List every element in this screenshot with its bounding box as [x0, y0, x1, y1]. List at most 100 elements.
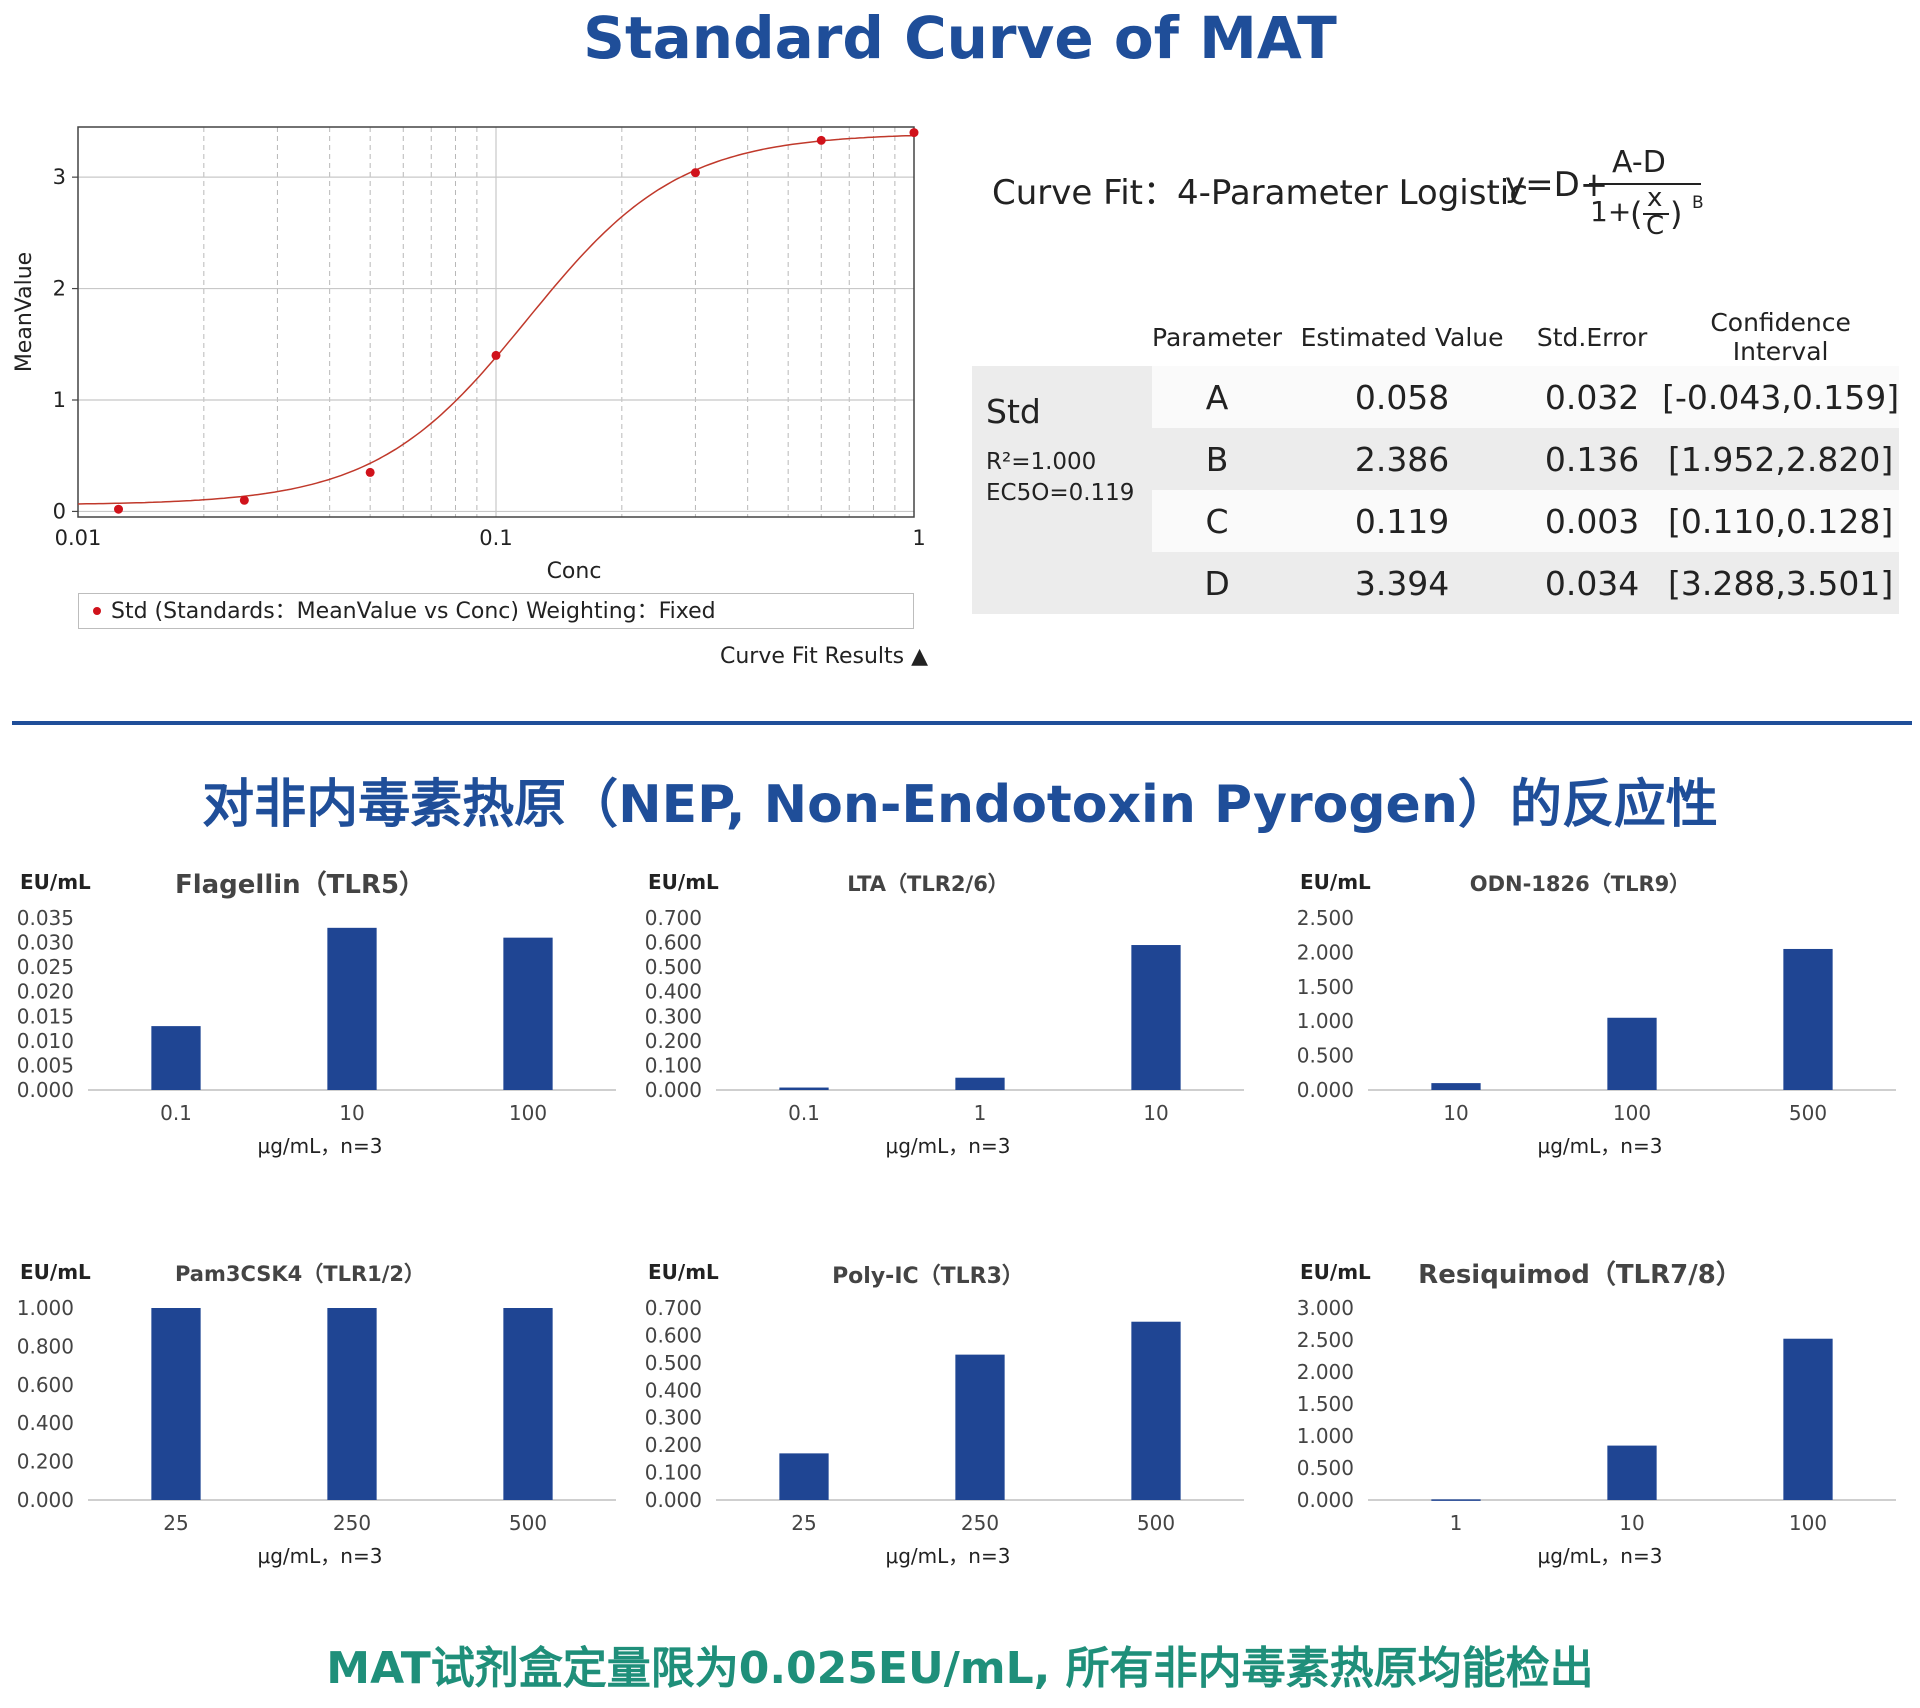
- x-tick-label: 10: [1619, 1511, 1644, 1535]
- y-tick-label: 0.030: [17, 931, 74, 955]
- param-name: C: [1152, 490, 1283, 552]
- bar-chart-title: Resiquimod（TLR7/8）: [1418, 1260, 1742, 1290]
- y-tick-label: 0.025: [17, 955, 74, 979]
- curve-legend: Std (Standards：MeanValue vs Conc) Weight…: [78, 593, 914, 629]
- formula-x: x: [1647, 183, 1663, 213]
- section-title: 对非内毒素热原（NEP, Non-Endotoxin Pyrogen）的反应性: [202, 775, 1718, 835]
- ec50: EC5O=0.119: [986, 480, 1135, 506]
- x-tick-label: 0.01: [55, 526, 102, 550]
- y-tick-label: 0.000: [1297, 1488, 1354, 1512]
- x-tick-label: 1: [1450, 1511, 1463, 1535]
- x-tick-label: 500: [509, 1511, 547, 1535]
- y-tick-label: 0.300: [645, 1004, 702, 1028]
- bar-chart-title: Flagellin（TLR5）: [174, 870, 426, 900]
- curve-fit-results-link[interactable]: Curve Fit Results ▲: [720, 644, 929, 669]
- bar: [1783, 1338, 1833, 1500]
- y-tick-label: 0.600: [645, 931, 702, 955]
- data-point: [114, 504, 124, 514]
- bar: [1783, 948, 1833, 1090]
- param-error: 0.032: [1522, 366, 1663, 428]
- data-point: [816, 135, 826, 145]
- column-header: Parameter: [1152, 322, 1283, 352]
- footer-note: MAT试剂盒定量限为0.025EU/mL, 所有非内毒素热原均能检出: [326, 1643, 1594, 1694]
- bar-chart-plot: 0.000 0.500 1.000 1.500 2.000 2.500 10 100 500: [1297, 906, 1896, 1125]
- y-tick-label: 1.000: [1297, 1424, 1354, 1448]
- bar: [503, 937, 553, 1090]
- y-tick-label: 0.010: [17, 1029, 74, 1053]
- param-ci: [3.288,3.501]: [1662, 552, 1900, 614]
- data-point: [909, 128, 919, 138]
- x-tick-label: 250: [961, 1511, 999, 1535]
- bar-chart-plot: 0.0000.0050.0100.0150.0200.0250.0300.035…: [17, 906, 616, 1125]
- y-tick-label: 3: [53, 165, 66, 189]
- bar-chart-plot: 0.000 0.500 1.000 1.500 2.000 2.500 3.000 1 10 10…: [1297, 1296, 1896, 1535]
- group-cell: Std R²=1.000 EC5O=0.119: [972, 366, 1152, 614]
- y-tick-label: 0.200: [645, 1433, 702, 1457]
- bar-chart-unit: EU/mL: [1300, 1260, 1371, 1284]
- y-axis-label: MeanValue: [12, 252, 37, 372]
- bar: [1131, 1321, 1181, 1500]
- y-tick-label: 0.400: [645, 1378, 702, 1402]
- header-blank: [972, 308, 1152, 366]
- y-tick-label: 0.700: [645, 906, 702, 930]
- bar-chart: EU/mL Resiquimod（TLR7/8） 0.000 0.500 1.000 1.…: [1280, 1250, 1920, 1610]
- param-ci: [-0.043,0.159]: [1662, 366, 1900, 428]
- y-tick-label: 2.500: [1297, 906, 1354, 930]
- param-value: 0.119: [1282, 490, 1523, 552]
- y-tick-label: 0.200: [645, 1029, 702, 1053]
- formula-numerator: A-D: [1612, 145, 1666, 180]
- standard-curve-chart: 0 1 2 3 0.01 0.1 1 Conc MeanValue: [12, 126, 926, 584]
- x-tick-label: 25: [791, 1511, 816, 1535]
- bar-chart-plot: 0.000 0.200 0.400 0.600 0.800 1.000 25 250 500: [17, 1296, 616, 1535]
- x-tick-label: 100: [1789, 1511, 1827, 1535]
- bar-chart: EU/mL Pam3CSK4（TLR1/2） 0.000 0.200 0.400 0.60…: [0, 1250, 640, 1610]
- y-tick-label: 1.500: [1297, 975, 1354, 999]
- bar: [779, 1453, 829, 1500]
- column-header: Confidence Interval: [1710, 308, 1851, 366]
- bar-chart-xlabel: μg/mL，n=3: [885, 1134, 1011, 1158]
- bar-chart-xlabel: μg/mL，n=3: [257, 1134, 383, 1158]
- table-row: C 0.119 0.003 [0.110,0.128]: [972, 490, 1900, 552]
- y-tick-label: 3.000: [1297, 1296, 1354, 1320]
- y-tick-label: 1.000: [17, 1296, 74, 1320]
- y-tick-label: 0.100: [645, 1053, 702, 1077]
- bar-chart: EU/mL ODN-1826（TLR9） 0.000 0.500 1.000 1.500 2…: [1280, 860, 1920, 1200]
- bar-chart-xlabel: μg/mL，n=3: [885, 1544, 1011, 1568]
- section-divider: [12, 721, 1912, 725]
- bar-chart-xlabel: μg/mL，n=3: [1537, 1134, 1663, 1158]
- table-row: D 3.394 0.034 [3.288,3.501]: [972, 552, 1900, 614]
- bar: [1431, 1499, 1481, 1501]
- bar: [1131, 945, 1181, 1090]
- bar: [503, 1308, 553, 1500]
- bar-chart-unit: EU/mL: [648, 1260, 719, 1284]
- y-tick-label: 0.500: [1297, 1044, 1354, 1068]
- bar: [955, 1077, 1005, 1090]
- formula-lhs: y=D+: [1505, 165, 1609, 205]
- formula-fraction-bar: [1589, 183, 1701, 185]
- y-tick-label: 2: [53, 277, 66, 301]
- data-point: [365, 467, 375, 477]
- formula-paren-close: ): [1670, 195, 1683, 233]
- x-tick-label: 1: [912, 526, 925, 550]
- bar-chart-title: Pam3CSK4（TLR1/2）: [174, 1262, 426, 1286]
- formula-paren-open: (: [1630, 195, 1643, 233]
- y-tick-label: 0.005: [17, 1053, 74, 1077]
- plot-frame: [77, 126, 915, 518]
- bar-chart-plot: 0.0000.1000.2000.3000.4000.5000.6000.700…: [645, 906, 1244, 1125]
- bar: [1607, 1017, 1657, 1090]
- page-title: Standard Curve of MAT: [583, 4, 1337, 72]
- y-tick-label: 0.000: [645, 1488, 702, 1512]
- x-tick-label: 10: [339, 1101, 364, 1125]
- y-tick-label: 0.500: [645, 1351, 702, 1375]
- bar: [1431, 1083, 1481, 1090]
- y-tick-label: 0.015: [17, 1004, 74, 1028]
- x-tick-label: 1: [974, 1101, 987, 1125]
- x-tick-label: 10: [1443, 1101, 1468, 1125]
- param-error: 0.136: [1522, 428, 1663, 490]
- data-point: [491, 350, 501, 360]
- y-tick-label: 0.700: [645, 1296, 702, 1320]
- bar: [151, 1026, 201, 1090]
- legend-point-icon: [93, 607, 101, 615]
- r-squared: R²=1.000: [986, 449, 1097, 475]
- fit-formula: y=D+ A-D 1+ ( x C ) B: [1505, 145, 1735, 255]
